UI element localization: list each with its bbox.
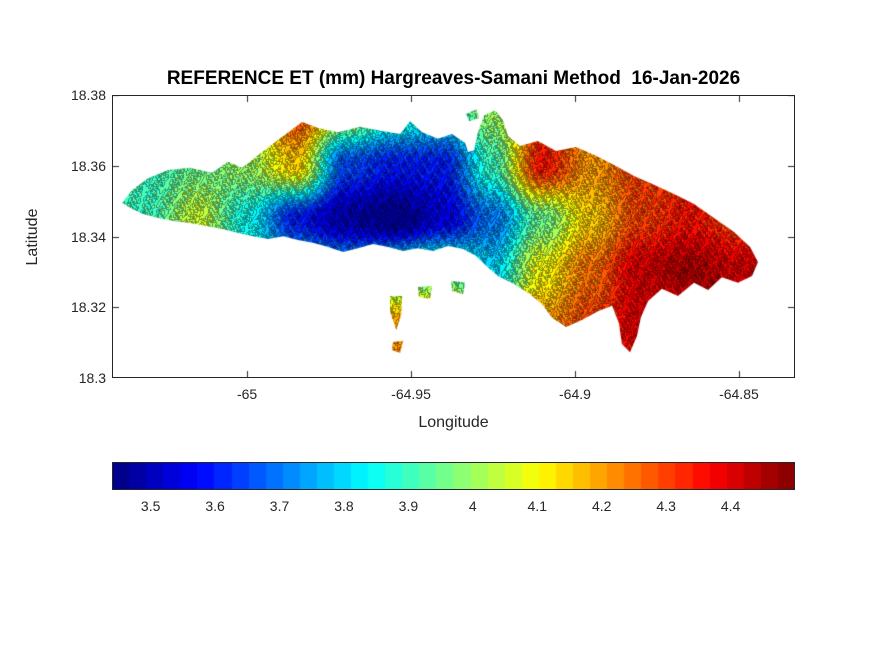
contour-map-canvas — [112, 95, 795, 378]
colorbar-tick-label: 3.5 — [140, 498, 161, 514]
colorbar-tick-label: 4 — [468, 498, 477, 514]
y-tick-label: 18.38 — [70, 87, 106, 103]
x-tick-label: -65 — [236, 386, 258, 402]
y-tick-label: 18.34 — [70, 228, 106, 245]
y-tick-label: 18.3 — [78, 370, 106, 386]
colorbar-tick-label: 3.6 — [205, 498, 225, 514]
colorbar-tick-label: 4.2 — [591, 498, 612, 514]
x-tick-label: -64.9 — [559, 386, 591, 402]
colorbar-tick-label: 3.7 — [269, 498, 290, 514]
x-tick-label: -64.95 — [391, 386, 431, 402]
y-tick-label: 18.32 — [70, 299, 106, 316]
y-tick-label: 18.36 — [70, 157, 106, 174]
colorbar-tick-label: 3.8 — [334, 498, 354, 514]
x-tick-label: -64.85 — [719, 386, 759, 402]
colorbar-tick-label: 4.1 — [527, 498, 547, 514]
colorbar-tick-label: 4.4 — [720, 498, 741, 514]
colorbar-canvas — [112, 462, 795, 490]
y-axis-label: Latitude — [24, 208, 41, 266]
chart-title: REFERENCE ET (mm) Hargreaves-Samani Meth… — [166, 68, 741, 89]
x-axis-label: Longitude — [418, 414, 489, 431]
colorbar-tick-label: 4.3 — [656, 498, 676, 514]
colorbar-tick-label: 3.9 — [398, 498, 419, 514]
